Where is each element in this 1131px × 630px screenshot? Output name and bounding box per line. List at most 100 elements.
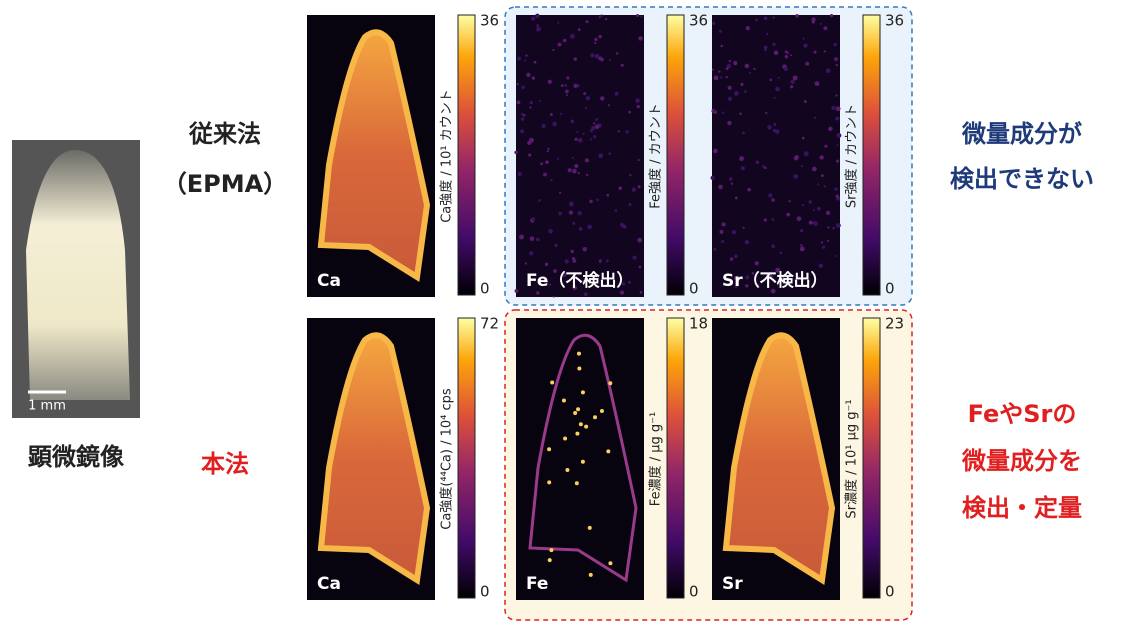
noise (536, 291, 540, 295)
noise (805, 61, 810, 66)
noise (615, 52, 619, 55)
noise (566, 76, 570, 80)
noise (544, 262, 549, 267)
noise (804, 276, 807, 279)
noise (728, 59, 732, 63)
noise (559, 112, 563, 115)
noise (521, 112, 525, 116)
noise (637, 237, 643, 243)
hotspot (576, 407, 581, 412)
noise (793, 174, 799, 179)
noise (578, 227, 583, 231)
noise (548, 228, 553, 234)
noise (799, 246, 805, 252)
noise (614, 209, 618, 212)
noise (734, 276, 739, 281)
noise (742, 131, 745, 135)
noise (631, 187, 636, 192)
noise (836, 133, 842, 138)
noise (779, 251, 783, 255)
noise (573, 83, 578, 89)
noise (538, 199, 541, 202)
noise (546, 150, 549, 153)
noise (727, 85, 732, 90)
noise (720, 44, 724, 48)
noise (771, 244, 776, 249)
noise (765, 32, 769, 36)
noise (834, 187, 838, 191)
noise (719, 229, 724, 234)
noise (598, 56, 603, 61)
noise (772, 42, 776, 47)
noise (636, 14, 640, 17)
noise (538, 99, 541, 102)
noise (543, 172, 547, 177)
noise (598, 260, 602, 263)
noise (790, 54, 793, 57)
colorbar-title: Sr濃度 / 10¹ μg g⁻¹ (844, 399, 860, 518)
hotspot (575, 431, 580, 436)
noise (727, 96, 732, 101)
noise (710, 175, 715, 181)
noise (549, 283, 552, 286)
noise (771, 198, 775, 202)
noise (627, 280, 632, 284)
noise (790, 79, 795, 85)
noise (547, 79, 552, 84)
noise (831, 105, 836, 110)
noise (763, 16, 768, 21)
noise (835, 159, 840, 163)
conclusion: FeやSrの (968, 400, 1077, 428)
method-label: 従来法 (188, 120, 261, 148)
noise (719, 76, 723, 79)
noise (808, 200, 813, 204)
noise (625, 130, 629, 134)
noise (794, 154, 799, 159)
scale-bar-label: 1 mm (28, 399, 66, 414)
noise (819, 155, 824, 160)
panel-label: Sr（不検出） (722, 270, 828, 291)
hotspot (547, 447, 552, 452)
noise (568, 210, 574, 215)
noise (540, 162, 544, 166)
noise (772, 16, 775, 19)
noise (559, 191, 562, 194)
colorbar-max: 36 (480, 12, 499, 30)
noise (814, 81, 820, 87)
colorbar-max: 36 (885, 12, 904, 30)
noise (797, 275, 800, 279)
noise (734, 285, 738, 289)
noise (569, 33, 575, 39)
noise (826, 239, 830, 242)
colorbar (666, 14, 685, 296)
panel-label: Ca (317, 271, 341, 291)
noise (568, 201, 574, 207)
noise (726, 63, 732, 69)
noise (763, 218, 767, 222)
hotspot (577, 366, 582, 371)
noise (835, 194, 840, 199)
noise (765, 111, 768, 115)
noise (589, 199, 593, 204)
colorbar-min: 0 (480, 583, 490, 601)
colorbar-min: 0 (689, 583, 699, 601)
noise (620, 63, 624, 67)
noise (817, 183, 820, 186)
noise (592, 122, 596, 125)
panel: Sr（不検出） 36 0 Sr強度 / カウント (710, 12, 904, 298)
noise (773, 96, 776, 99)
noise (519, 234, 525, 240)
noise (835, 94, 838, 97)
noise (577, 211, 582, 216)
noise (557, 42, 562, 47)
panel: Fe（不検出） 36 0 Fe強度 / カウント (514, 12, 708, 298)
noise (744, 63, 750, 69)
colorbar-max: 72 (480, 315, 499, 333)
noise (718, 29, 723, 33)
noise (593, 134, 597, 139)
noise (763, 45, 768, 50)
noise (583, 292, 588, 297)
noise (604, 17, 608, 21)
noise (527, 140, 532, 146)
